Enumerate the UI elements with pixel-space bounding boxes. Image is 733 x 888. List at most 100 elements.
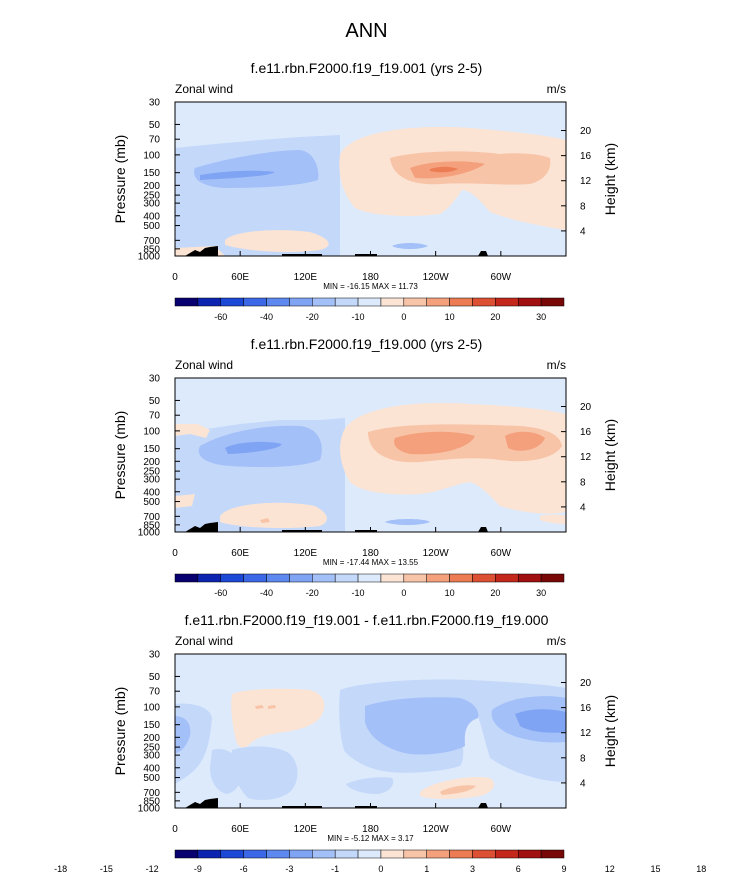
panel-3-colorbar-swatch (266, 849, 290, 859)
panel-2-y-tick-label: 500 (143, 497, 160, 508)
panel-1-colorbar-label: 0 (401, 312, 406, 320)
panel-1-units-label: m/s (547, 82, 566, 96)
panel-2-x-tick-label: 0 (172, 548, 178, 559)
panel-2-colorbar-label: -40 (260, 588, 273, 596)
panel-2-y-tick-label: 100 (143, 426, 160, 437)
panel-1-colorbar-swatch (426, 297, 450, 307)
panel-2-y-tick-label: 50 (149, 396, 161, 407)
panel-3-y-tick-label: 150 (143, 720, 160, 731)
panel-1-colorbar-swatch (243, 297, 267, 307)
panel-1-x-tick-label: 180 (362, 272, 379, 283)
panel-3-stats: MIN = -5.12 MAX = 3.17 (327, 834, 414, 843)
panel-2-colorbar-swatch (289, 573, 313, 583)
panel-2-colorbar-swatch (380, 573, 405, 583)
panel-2-y-tick-label: 70 (149, 411, 161, 422)
panel-1-y-tick-label: 70 (149, 135, 161, 146)
panel-3-colorbar-swatch (334, 849, 359, 859)
panel-2-colorbar-swatch (540, 573, 565, 583)
panel-2-colorbar-swatch (495, 573, 519, 583)
panel-3-chart: Zonal wind m/s305070100150200250300400500… (54, 634, 706, 872)
panel-1-height-tick-label: 16 (580, 151, 592, 162)
panel-2-colorbar-swatch (243, 573, 267, 583)
panel-1-colorbar-swatch (403, 297, 427, 307)
panel-3-colorbar-swatch (540, 849, 565, 859)
panel-2-y-tick-label: 1000 (138, 528, 161, 539)
panel-3-colorbar-label: 12 (605, 864, 615, 872)
panel-1-y-tick-label: 400 (143, 211, 160, 222)
panel-3-y-tick-label: 500 (143, 773, 160, 784)
panel-3-y-tick-label: 30 (149, 650, 161, 661)
panel-2-variable-label: Zonal wind (175, 358, 233, 372)
panel-3-y-tick-label: 70 (149, 687, 161, 698)
panel-1-colorbar-swatch (312, 297, 336, 307)
panel-3-x-tick-label: 60E (231, 824, 249, 835)
panel-2-height-tick-label: 4 (580, 502, 586, 513)
panel-3-colorbar-label: -6 (240, 864, 248, 872)
panel-3-y-tick-label: 850 (143, 796, 160, 807)
panel-3-colorbar-label: 6 (516, 864, 521, 872)
panel-3-y-tick-label: 400 (143, 763, 160, 774)
panel-2-x-tick-label: 60E (231, 548, 249, 559)
panel-2-colorbar-swatch (426, 573, 450, 583)
panel-3-x-tick-label: 120E (294, 824, 318, 835)
panel-2-colorbar-swatch (357, 573, 382, 583)
panel-2-y-tick-label: 200 (143, 457, 160, 468)
panel-3-colorbar-swatch (426, 849, 450, 859)
panel-1-colorbar-label: 10 (445, 312, 455, 320)
panel-3-colorbar-swatch (403, 849, 427, 859)
panel-1-colorbar-label: -60 (214, 312, 227, 320)
panel-1-colorbar-swatch (266, 297, 290, 307)
panel-2-colorbar-swatch (174, 573, 199, 583)
panel-1-y-tick-label: 200 (143, 181, 160, 192)
panel-3-height-tick-label: 8 (580, 753, 586, 764)
panel-1-colorbar-label: -10 (352, 312, 365, 320)
panel-2-field (174, 377, 567, 533)
panel-2-height-axis-label: Height (km) (602, 419, 618, 491)
panel-1-colorbar-swatch (472, 297, 496, 307)
panel-2-x-tick-label: 120E (294, 548, 318, 559)
panel-2-colorbar-label: 20 (490, 588, 500, 596)
panel-3-colorbar-swatch (380, 849, 405, 859)
panel-3-y-tick-label: 50 (149, 672, 161, 683)
panel-1-colorbar-swatch (517, 297, 542, 307)
panel-3-colorbar-swatch (517, 849, 542, 859)
panel-3-x-tick-label: 0 (172, 824, 178, 835)
panel-1-colorbar-swatch (357, 297, 382, 307)
panel-2-y-tick-label: 400 (143, 487, 160, 498)
panel-2-stats: MIN = -17.44 MAX = 13.55 (323, 558, 419, 567)
panel-1-colorbar-label: -40 (260, 312, 273, 320)
panel-3-colorbar-label: 3 (470, 864, 475, 872)
panel-2-height-tick-label: 12 (580, 452, 592, 463)
panel-3-x-tick-label: 120W (423, 824, 450, 835)
panel-1-colorbar-swatch (380, 297, 405, 307)
panel-1-y-tick-label: 300 (143, 199, 160, 210)
panel-1-y-tick-label: 700 (143, 236, 160, 247)
panel-2-height-tick-label: 16 (580, 427, 592, 438)
panel-2-colorbar-label: 0 (401, 588, 406, 596)
panel-3-variable-label: Zonal wind (175, 634, 233, 648)
panel-3-colorbar-swatch (357, 849, 382, 859)
panel-3-colorbar-swatch (197, 849, 222, 859)
panel-1-title: f.e11.rbn.F2000.f19_f19.001 (yrs 2-5) (250, 60, 483, 76)
panel-1-y-tick-label: 100 (143, 150, 160, 161)
panel-1-colorbar-swatch (289, 297, 313, 307)
panel-2-x-tick-label: 120W (423, 548, 450, 559)
panel-3-height-axis-label: Height (km) (602, 695, 618, 767)
panel-3-height-tick-label: 20 (580, 678, 592, 689)
panel-2-colorbar-swatch (312, 573, 336, 583)
panel-1-x-tick-label: 60E (231, 272, 249, 283)
panel-3-height-tick-label: 12 (580, 728, 592, 739)
panel-1-colorbar-swatch (220, 297, 244, 307)
panel-1-colorbar-swatch (174, 297, 199, 307)
panel-3-colorbar-label: 18 (696, 864, 706, 872)
panel-2-y-tick-label: 300 (143, 475, 160, 486)
panel-3-colorbar-label: 9 (561, 864, 566, 872)
panel-2-y-tick-label: 700 (143, 512, 160, 523)
panel-3-colorbar-label: -12 (146, 864, 159, 872)
panel-3-y-tick-label: 100 (143, 702, 160, 713)
panel-2-colorbar-label: -20 (306, 588, 319, 596)
panel-3-y-axis-label: Pressure (mb) (112, 687, 128, 776)
panel-2-chart: Zonal wind m/s305070100150200250300400500… (112, 358, 618, 596)
panel-3-height-tick-label: 16 (580, 703, 592, 714)
panel-1-field (174, 101, 567, 257)
